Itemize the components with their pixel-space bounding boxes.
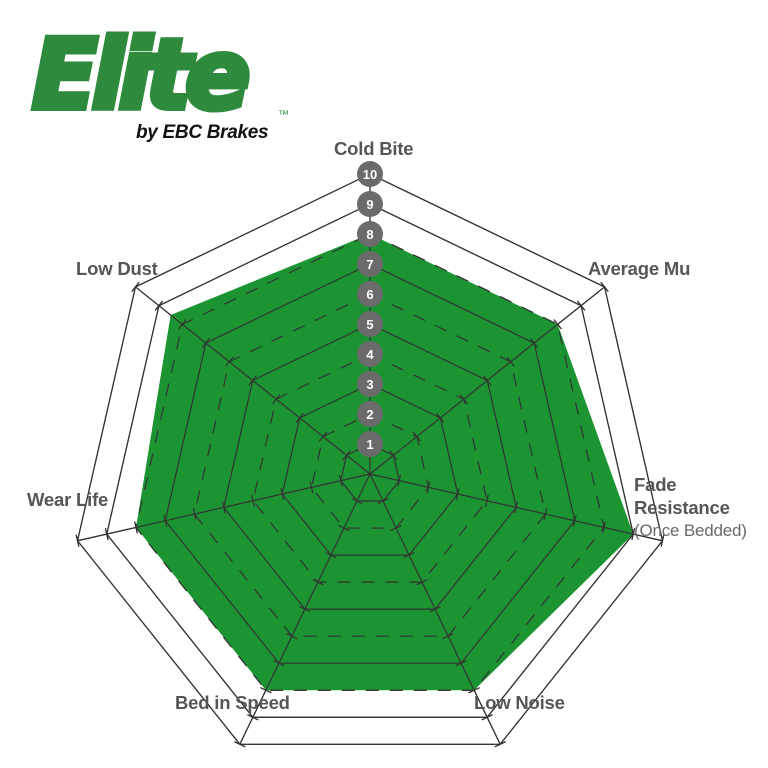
svg-text:10: 10 (363, 167, 377, 182)
svg-text:1: 1 (366, 437, 373, 452)
scale-marker-10: 10 (357, 161, 383, 187)
axis-label-average-mu: Average Mu (588, 258, 691, 279)
scale-marker-3: 3 (357, 371, 383, 397)
svg-text:8: 8 (366, 227, 373, 242)
svg-text:2: 2 (366, 407, 373, 422)
trademark-symbol: ™ (278, 109, 289, 121)
scale-marker-9: 9 (357, 191, 383, 217)
axis-label-fade-line2: Resistance (634, 496, 730, 518)
brand-wordmark: Elite (32, 22, 247, 131)
scale-marker-1: 1 (357, 431, 383, 457)
svg-text:7: 7 (366, 257, 373, 272)
axis-label-fade-line1: Fade (634, 474, 677, 495)
brand-logo: Elite ™ by EBC Brakes (26, 22, 306, 148)
axis-label-low-noise: Low Noise (474, 692, 565, 713)
brand-tagline: by EBC Brakes (136, 122, 268, 143)
scale-marker-5: 5 (357, 311, 383, 337)
axis-label-cold-bite: Cold Bite (334, 138, 414, 159)
svg-text:5: 5 (366, 317, 373, 332)
svg-text:4: 4 (366, 347, 374, 362)
radar-scale-markers: 1 2 3 4 5 6 7 8 9 10 (357, 161, 383, 457)
scale-marker-6: 6 (357, 281, 383, 307)
svg-text:6: 6 (366, 287, 373, 302)
axis-label-bed-in-speed: Bed in Speed (175, 692, 290, 713)
scale-marker-4: 4 (357, 341, 383, 367)
scale-marker-7: 7 (357, 251, 383, 277)
axis-label-wear-life: Wear Life (27, 489, 109, 510)
svg-text:9: 9 (366, 197, 373, 212)
scale-marker-8: 8 (357, 221, 383, 247)
axis-label-low-dust: Low Dust (76, 258, 158, 279)
scale-marker-2: 2 (357, 401, 383, 427)
axis-label-fade-resistance: Fade Resistance (Once Bedded) (634, 474, 747, 541)
axis-label-fade-sublabel: (Once Bedded) (634, 520, 747, 540)
svg-text:3: 3 (366, 377, 373, 392)
